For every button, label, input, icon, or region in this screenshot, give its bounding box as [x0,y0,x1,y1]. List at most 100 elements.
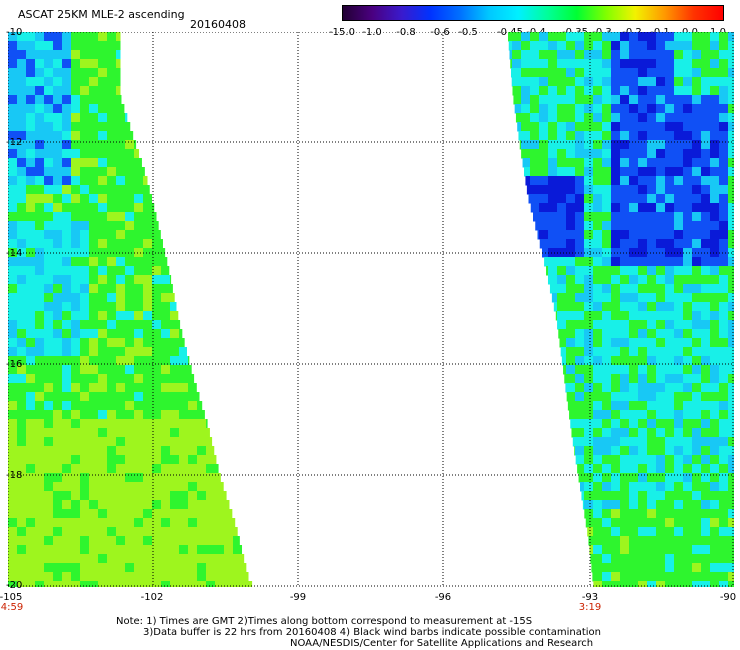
swath-cell [602,536,612,546]
swath-cell [638,581,648,587]
swath-cell [701,167,711,177]
swath-cell [665,500,675,510]
swath-cell [125,212,135,222]
swath-cell [17,176,27,186]
swath-cell [44,275,54,285]
swath-cell [152,554,162,564]
swath-cell [665,41,675,51]
swath-cell [701,86,711,96]
swath-cell [611,50,621,60]
swath-cell [179,518,189,528]
swath-cell [71,59,81,69]
swath-cell [116,536,126,546]
swath-cell [701,464,711,474]
swath-cell [17,329,27,339]
swath-cell [107,536,117,546]
swath-cell [719,554,729,564]
swath-cell [710,104,720,114]
swath-cell [89,176,99,186]
swath-cell [152,473,162,483]
swath-cell [710,131,720,141]
swath-cell [719,239,729,249]
swath-cell [26,572,36,582]
swath-cell [728,437,734,447]
swath-cell [35,410,45,420]
swath-cell [26,320,36,330]
swath-cell [107,500,117,510]
swath-cell [683,338,693,348]
swath-cell [629,167,639,177]
swath-cell [179,392,189,402]
swath-cell [611,77,621,87]
swath-cell [188,374,195,384]
swath-cell [508,32,513,42]
swath-cell [116,545,126,555]
swath-cell [89,239,99,249]
swath-cell [548,203,558,213]
swath-cell [89,275,99,285]
swath-cell [710,167,720,177]
swath-cell [593,311,603,321]
swath-cell [53,347,63,357]
swath-cell [521,149,531,159]
swath-cell [584,302,594,312]
swath-cell [647,464,657,474]
swath-cell [8,446,18,456]
swath-cell [8,185,18,195]
swath-cell [8,410,18,420]
swath-cell [602,140,612,150]
swath-cell [647,122,657,132]
swath-cell [593,50,603,60]
swath-cell [152,284,162,294]
swath-cell [575,338,585,348]
swath-cell [17,221,27,231]
swath-cell [170,365,180,375]
swath-cell [71,302,81,312]
swath-cell [107,131,117,141]
swath-cell [728,374,734,384]
swath-cell [125,266,135,276]
swath-cell [575,32,585,42]
swath-cell [563,365,567,375]
swath-cell [593,248,603,258]
swath-cell [143,410,153,420]
swath-cell [728,302,734,312]
swath-cell [44,293,54,303]
swath-cell [602,509,612,519]
swath-cell [62,302,72,312]
swath-cell [35,239,45,249]
swath-cell [152,203,155,213]
swath-cell [629,104,639,114]
swath-cell [170,509,180,519]
swath-cell [674,419,684,429]
swath-cell [593,320,603,330]
swath-cell [107,248,117,258]
swath-cell [566,374,576,384]
swath-cell [692,59,702,69]
swath-cell [656,248,666,258]
swath-cell [17,572,27,582]
swath-cell [575,329,585,339]
swath-cell [242,563,247,573]
swath-cell [179,428,189,438]
swath-cell [620,257,630,267]
swath-cell [170,293,175,303]
swath-cell [26,230,36,240]
swath-cell [692,446,702,456]
swath-cell [71,536,81,546]
swath-cell [620,113,630,123]
swath-cell [107,266,117,276]
swath-cell [98,536,108,546]
swath-cell [17,104,27,114]
swath-cell [665,419,675,429]
swath-cell [647,149,657,159]
swath-cell [575,77,585,87]
swath-cell [53,383,63,393]
swath-cell [80,194,90,204]
swath-cell [224,509,233,519]
swath-cell [71,563,81,573]
swath-cell [62,86,72,96]
swath-cell [719,455,729,465]
swath-cell [134,446,144,456]
swath-cell [593,77,603,87]
